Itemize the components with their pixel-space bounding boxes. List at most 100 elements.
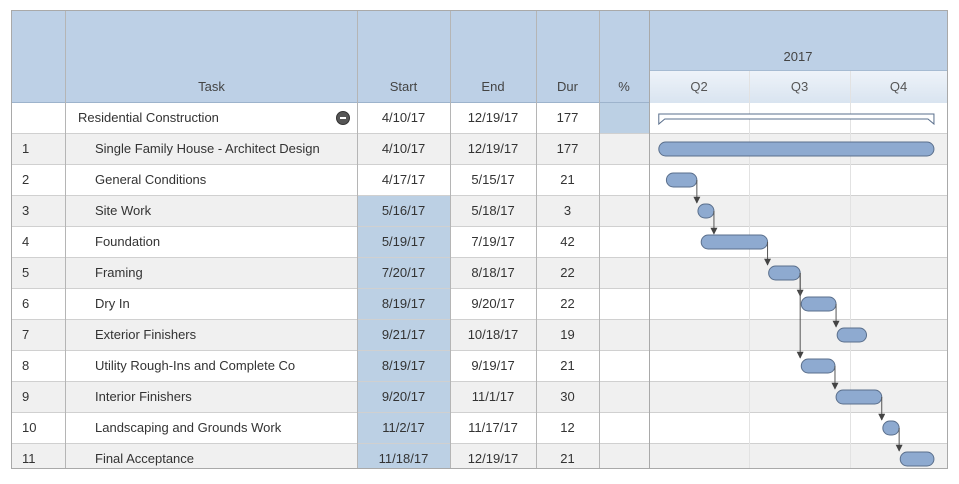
task-start: 9/21/17	[381, 327, 426, 342]
start-highlight	[357, 444, 450, 468]
task-start: 8/19/17	[381, 358, 426, 373]
task-bar-2[interactable]	[665, 172, 698, 188]
summary-percent-cell	[599, 103, 649, 133]
column-divider	[357, 11, 358, 468]
task-start: 11/2/17	[382, 420, 425, 435]
task-row[interactable]: 8 Utility Rough-Ins and Complete Co 8/19/1…	[12, 351, 947, 382]
task-row[interactable]: 7 Exterior Finishers 9/21/17 10/18/17 19	[12, 320, 947, 351]
task-start: 11/18/17	[378, 451, 429, 466]
start-highlight	[357, 289, 450, 319]
task-duration: 3	[563, 203, 572, 218]
row-id: 1	[22, 141, 30, 156]
task-name: Framing	[95, 265, 143, 280]
task-start: 5/19/17	[381, 234, 426, 249]
task-end: 5/18/17	[471, 203, 515, 218]
row-id: 9	[22, 389, 30, 404]
task-bar-3[interactable]	[697, 203, 715, 219]
row-id: 8	[22, 358, 30, 373]
start-highlight	[357, 413, 450, 443]
task-start: 8/19/17	[381, 296, 426, 311]
task-duration: 42	[560, 234, 575, 249]
task-bar-9[interactable]	[835, 389, 883, 405]
collapse-icon[interactable]	[336, 111, 350, 125]
task-end: 12/19/17	[467, 141, 519, 156]
task-bar-5[interactable]	[768, 265, 801, 281]
task-name: Dry In	[95, 296, 130, 311]
column-header-start[interactable]: Start	[389, 79, 418, 94]
task-duration: 22	[560, 265, 575, 280]
summary-task-name: Residential Construction	[78, 110, 219, 125]
task-bar-7[interactable]	[836, 327, 868, 343]
task-name: General Conditions	[95, 172, 207, 187]
column-divider	[450, 11, 451, 468]
row-id: 7	[22, 327, 30, 342]
task-duration: 12	[560, 420, 575, 435]
task-row[interactable]: 9 Interior Finishers 9/20/17 11/1/17 30	[12, 382, 947, 413]
task-end: 8/18/17	[471, 265, 515, 280]
timeline-quarter-q4: Q4	[850, 71, 947, 103]
column-header-end[interactable]: End	[481, 79, 505, 94]
start-highlight	[357, 351, 450, 381]
task-name: Foundation	[95, 234, 161, 249]
task-start: 9/20/17	[381, 389, 426, 404]
column-header-task[interactable]: Task	[198, 79, 225, 94]
task-row[interactable]: 10 Landscaping and Grounds Work 11/2/17 11/…	[12, 413, 947, 444]
task-row[interactable]: 6 Dry In 8/19/17 9/20/17 22	[12, 289, 947, 320]
row-id: 6	[22, 296, 30, 311]
gantt-chart: Task Start End Dur % 2017 Q2 Q3 Q4 Resid…	[11, 10, 948, 469]
quarter-gridline	[850, 71, 851, 468]
start-highlight	[357, 258, 450, 288]
task-end: 9/20/17	[471, 296, 515, 311]
row-id: 11	[22, 451, 36, 466]
task-bar-6[interactable]	[800, 296, 837, 312]
task-end: 10/18/17	[467, 327, 519, 342]
task-row[interactable]: 11 Final Acceptance 11/18/17 12/19/17 21	[12, 444, 947, 468]
task-row[interactable]: 4 Foundation 5/19/17 7/19/17 42	[12, 227, 947, 258]
task-duration: 22	[560, 296, 575, 311]
task-name: Utility Rough-Ins and Complete Co	[95, 358, 296, 373]
task-bar-8[interactable]	[800, 358, 836, 374]
column-header-percent[interactable]: %	[618, 79, 630, 94]
task-end: 12/19/17	[467, 451, 519, 466]
header-divider	[12, 102, 947, 103]
task-duration: 21	[560, 358, 575, 373]
task-duration: 19	[560, 327, 575, 342]
task-row[interactable]: 2 General Conditions 4/17/17 5/15/17 21	[12, 165, 947, 196]
column-divider	[599, 11, 600, 468]
task-row[interactable]: 3 Site Work 5/16/17 5/18/17 3	[12, 196, 947, 227]
task-start: 7/20/17	[381, 265, 426, 280]
task-name: Single Family House - Architect Design	[95, 141, 320, 156]
task-name: Exterior Finishers	[95, 327, 197, 342]
column-header-dur[interactable]: Dur	[557, 79, 578, 94]
task-start: 4/17/17	[381, 172, 426, 187]
task-duration: 21	[560, 451, 575, 466]
timeline-quarter-q3: Q3	[749, 71, 850, 103]
year-divider	[649, 70, 947, 71]
task-bar-11[interactable]	[899, 451, 935, 467]
task-end: 5/15/17	[471, 172, 515, 187]
timeline-year: 2017	[783, 49, 813, 64]
task-name: Landscaping and Grounds Work	[95, 420, 282, 435]
start-highlight	[357, 227, 450, 257]
column-divider	[536, 11, 537, 468]
timeline-quarter-q2: Q2	[649, 71, 749, 103]
task-start: 5/16/17	[381, 203, 426, 218]
column-divider	[649, 11, 650, 468]
column-divider	[65, 11, 66, 468]
summary-bar[interactable]	[658, 113, 935, 126]
gantt-bars	[658, 113, 935, 467]
task-duration: 177	[556, 141, 579, 156]
task-start: 4/10/17	[381, 141, 426, 156]
task-end: 12/19/17	[467, 110, 519, 125]
task-duration: 21	[560, 172, 575, 187]
row-id: 10	[22, 420, 37, 435]
row-id: 5	[22, 265, 30, 280]
quarter-gridline	[749, 71, 750, 468]
task-bar-10[interactable]	[882, 420, 900, 436]
row-id: 4	[22, 234, 30, 249]
row-id: 2	[22, 172, 30, 187]
task-bar-4[interactable]	[700, 234, 769, 250]
task-duration: 30	[560, 389, 575, 404]
task-bar-1[interactable]	[658, 141, 935, 157]
task-end: 9/19/17	[471, 358, 515, 373]
